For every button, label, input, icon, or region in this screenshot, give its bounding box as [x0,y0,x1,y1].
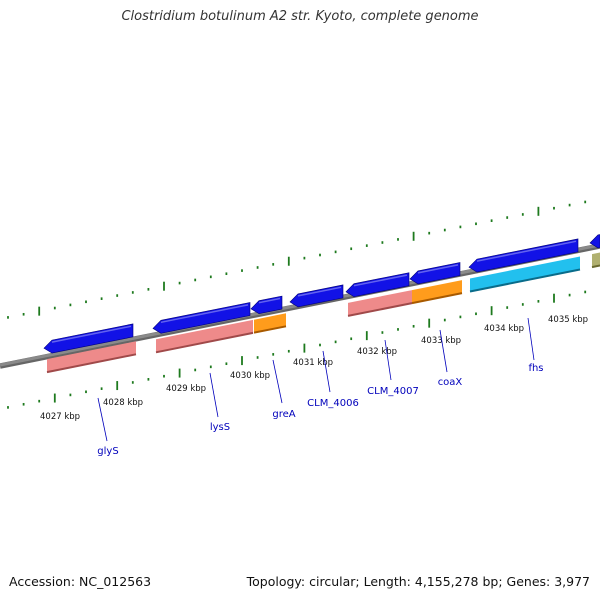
gene-label-coax: coaX [438,377,463,388]
cds-arrow-grea-shine [258,297,281,304]
scale-label-4030: 4030 kbp [230,371,270,381]
category-bar-fhs [470,256,580,292]
gene-label-clm4007: CLM_4007 [367,386,419,397]
category-bar-lyss-edge [155,331,254,354]
category-bar-clm4007 [348,290,412,316]
scale-label-4035: 4035 kbp [548,315,588,325]
gene-label-leader-coax [439,329,448,373]
gene-label-leader-lyss [209,372,219,418]
cds-arrow-coax [409,262,461,285]
scale-label-4034: 4034 kbp [484,324,524,334]
gene-label-leader-clm4007 [384,339,392,381]
gene-label-clm4006: CLM_4006 [307,398,359,409]
gene-label-grea: greA [272,409,295,420]
category-bar-edge-edge [591,264,600,269]
cds-arrow-glys [43,323,134,354]
scale-label-4032: 4032 kbp [357,347,397,357]
scale-label-4031: 4031 kbp [293,358,333,368]
label-layer: glyS lysS greA CLM_4006 CLM_4007 coaX fh… [97,317,544,457]
category-bar-grea-edge [253,325,287,334]
cds-arrow-clm4006 [289,284,344,308]
feature-layer [43,234,600,374]
category-bar-glys-edge [46,353,137,374]
cds-arrow-clm4007 [345,272,410,298]
gene-label-leader-glys [97,397,108,442]
gene-label-leader-fhs [527,317,535,361]
scale-label-4027: 4027 kbp [40,412,80,422]
genome-summary-text: Topology: circular; Length: 4,155,278 bp… [246,574,590,589]
cds-arrow-clm4007-shine [353,274,408,287]
category-bar-coax-edge [411,292,463,305]
scale-label-4028: 4028 kbp [103,398,143,408]
cds-arrow-lyss-shine [160,304,249,324]
scale-label-4029: 4029 kbp [166,384,206,394]
category-bar-coax [412,280,462,304]
category-bar-fhs-edge [469,268,581,293]
scale-layer: 4027 kbp 4028 kbp 4029 kbp 4030 kbp 4031… [40,315,588,422]
gene-label-lyss: lysS [210,422,230,433]
cds-arrow-fhs [468,238,579,273]
cds-arrow-clm4006-shine [297,286,342,297]
scale-label-4033: 4033 kbp [421,336,461,346]
cds-arrow-lyss [152,302,251,334]
accession-text: Accession: NC_012563 [9,574,152,589]
gene-label-leader-clm4006 [322,350,331,393]
gene-label-fhs: fhs [528,363,543,374]
category-bar-lyss [156,319,253,353]
gene-label-glys: glyS [97,446,118,457]
cds-arrow-coax-shine [417,264,459,274]
cds-arrow-fhs-shine [476,240,577,262]
cds-arrow-edge [589,234,600,249]
cds-arrow-grea [250,295,283,315]
cds-arrow-glys-shine [51,325,132,343]
category-bar-glys [47,341,136,373]
category-bar-edge [592,252,600,268]
gene-label-leader-grea [272,359,283,404]
category-bar-clm4007-edge [347,302,413,317]
map-title: Clostridium botulinum A2 str. Kyoto, com… [121,9,479,24]
